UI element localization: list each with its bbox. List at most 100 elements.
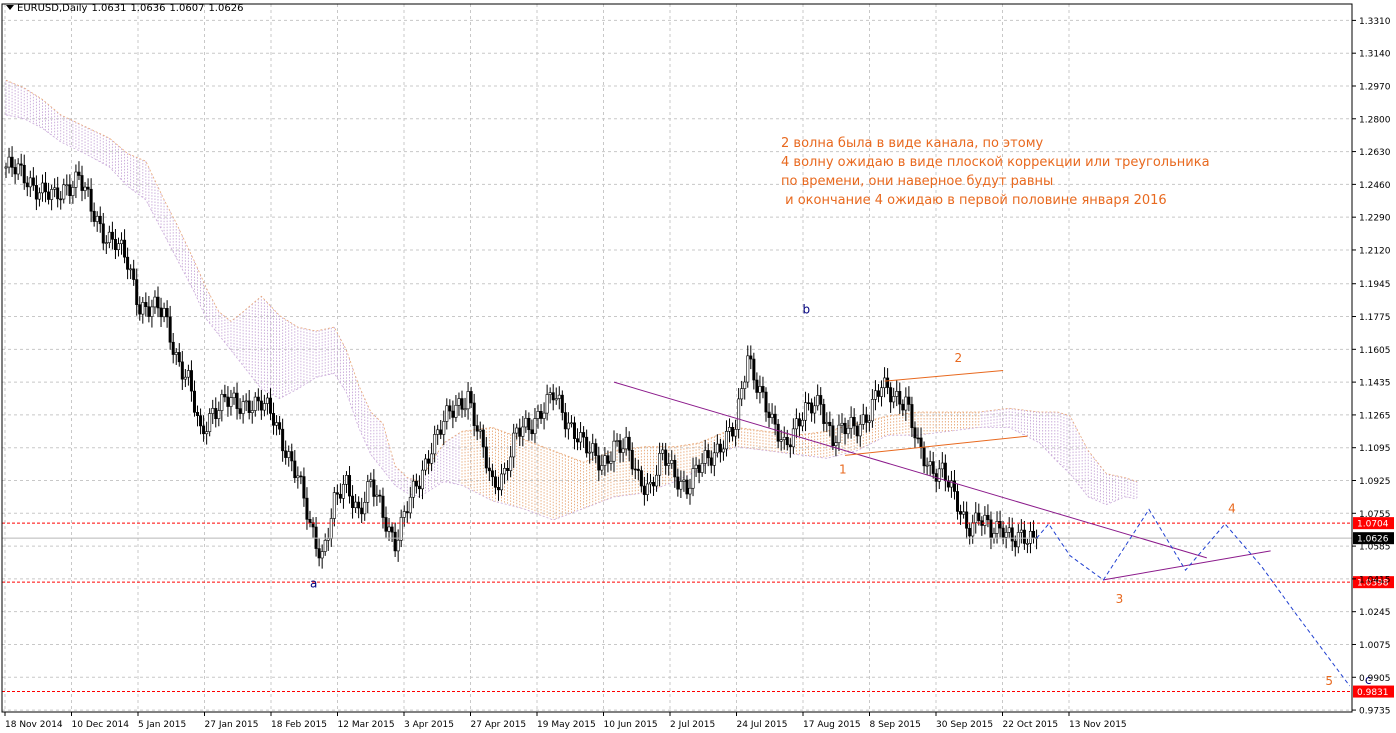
candle-body	[837, 424, 841, 444]
candle-body	[642, 485, 646, 495]
candle-body	[989, 519, 993, 539]
candle-body	[47, 191, 51, 200]
candle-body	[949, 480, 953, 488]
x-tick-label: 13 Nov 2015	[1069, 720, 1127, 730]
candle-body	[22, 164, 26, 184]
candle-body	[600, 465, 604, 471]
candle-body	[77, 171, 81, 176]
y-tick-label: 1.0245	[1359, 608, 1391, 618]
candle-body	[469, 391, 473, 404]
candle-body	[648, 481, 652, 485]
candle-body	[16, 163, 20, 175]
candle-body	[709, 457, 713, 466]
candle-body	[268, 397, 272, 414]
y-tick-label: 0.9905	[1359, 674, 1391, 684]
candle-body	[779, 439, 783, 442]
symbol-label: EURUSD,Daily	[17, 3, 88, 14]
candle-body	[305, 497, 309, 520]
candle-body	[101, 223, 105, 244]
candle-body	[688, 487, 692, 495]
candle-body	[341, 483, 345, 499]
candle-body	[952, 480, 956, 492]
candle-body	[129, 268, 133, 271]
candle-body	[797, 418, 801, 427]
candle-body	[354, 501, 358, 509]
candle-body	[71, 187, 75, 196]
candle-body	[940, 462, 944, 470]
candle-body	[199, 415, 203, 427]
candle-body	[740, 388, 744, 400]
candle-body	[703, 450, 707, 464]
candle-body	[208, 413, 212, 432]
candle-body	[706, 450, 710, 459]
candle-body	[655, 474, 659, 487]
y-tick-label: 1.0415	[1359, 575, 1391, 585]
candle-body	[700, 463, 704, 473]
candle-body	[375, 494, 379, 497]
candle-body	[883, 377, 887, 389]
candle-body	[1022, 529, 1026, 544]
plot-frame	[1, 3, 1353, 713]
candle-body	[235, 392, 239, 409]
open-price: 1.0631	[91, 3, 127, 14]
candle-body	[92, 210, 96, 222]
wave-label: 1	[839, 463, 847, 477]
candle-body	[281, 428, 285, 452]
candle-body	[424, 458, 428, 471]
candle-body	[396, 539, 400, 552]
x-tick-label: 12 Mar 2015	[338, 720, 395, 730]
candle-body	[250, 410, 254, 414]
candle-body	[965, 511, 969, 529]
candle-body	[165, 308, 169, 318]
candle-body	[4, 166, 8, 169]
candle-body	[594, 443, 598, 456]
candle-body	[831, 425, 835, 446]
candle-body	[132, 268, 136, 280]
candle-body	[366, 481, 370, 503]
candle-body	[718, 443, 722, 453]
candle-body	[861, 414, 865, 425]
candle-body	[746, 355, 750, 383]
dropdown-triangle-icon[interactable]	[6, 5, 14, 10]
candle-body	[667, 463, 671, 466]
candle-body	[387, 526, 391, 532]
candle-body	[34, 185, 38, 200]
candle-body	[737, 398, 741, 430]
candle-body	[533, 418, 537, 435]
candle-body	[548, 392, 552, 395]
candle-body	[363, 502, 367, 515]
current-price-tag	[1353, 532, 1394, 545]
candle-body	[439, 429, 443, 435]
candle-body	[892, 396, 896, 403]
wave-label: 2	[954, 351, 962, 365]
candle-body	[490, 470, 494, 478]
candle-body	[840, 422, 844, 426]
candle-body	[95, 215, 99, 222]
candle-body	[205, 431, 209, 435]
wave-labels: a b c 1 2 3 4 5	[310, 303, 1371, 688]
candle-body	[1025, 543, 1029, 545]
candle-body	[919, 437, 923, 449]
wave-label: b	[802, 303, 810, 317]
note-line: 4 волну ожидаю в виде плоской коррекции …	[781, 155, 1210, 170]
candle-body	[639, 470, 643, 487]
candle-body	[299, 475, 303, 478]
candle-body	[834, 442, 838, 446]
candle-body	[25, 182, 29, 188]
wave-label: 5	[1325, 674, 1333, 688]
candle-body	[83, 186, 87, 191]
candle-body	[691, 468, 695, 489]
candle-body	[98, 215, 102, 225]
candle-body	[7, 156, 11, 168]
candle-body	[402, 511, 406, 518]
candle-body	[196, 412, 200, 416]
candle-body	[506, 468, 510, 471]
candle-body	[390, 526, 394, 533]
candle-body	[682, 479, 686, 482]
candle-body	[843, 422, 847, 435]
candle-body	[86, 186, 90, 190]
y-tick-label: 1.2970	[1359, 82, 1391, 92]
candle-body	[816, 395, 820, 407]
